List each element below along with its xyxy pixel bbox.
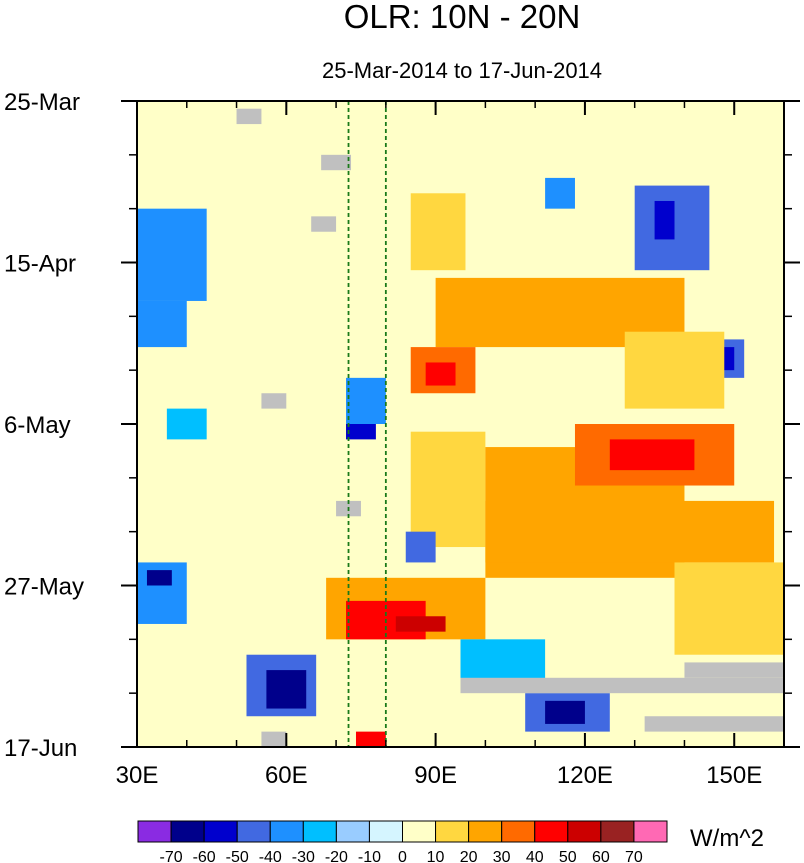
colorbar-label: 50	[559, 849, 577, 863]
colorbar-swatch	[501, 820, 536, 843]
missing-data-region	[311, 216, 337, 232]
y-tick-label: 6-May	[4, 412, 71, 439]
heatmap-region	[266, 670, 307, 709]
colorbar-label: -50	[226, 849, 249, 863]
heatmap-region	[545, 700, 585, 724]
colorbar-label: 20	[460, 849, 478, 863]
missing-data-region	[236, 108, 262, 125]
plot-axes: 30E 60E 90E 120E 150E 25-Mar 15-Apr 6-May 27-May…	[4, 89, 800, 789]
heatmap-region	[624, 331, 725, 409]
colorbar-swatch	[435, 820, 470, 843]
heatmap-region	[355, 731, 386, 747]
colorbar-label: -40	[259, 849, 282, 863]
colorbar-swatch	[567, 820, 602, 843]
heatmap-region	[545, 177, 575, 209]
colorbar-swatch	[468, 820, 503, 843]
heatmap-region	[654, 200, 675, 240]
x-tick-label: 60E	[265, 762, 308, 789]
missing-data-region	[644, 716, 784, 732]
heatmap-region	[137, 208, 207, 301]
missing-data-region	[684, 662, 784, 678]
missing-data-region	[321, 154, 352, 171]
colorbar-swatch	[137, 820, 172, 843]
colorbar-label: -60	[193, 849, 216, 863]
colorbar-units-label: W/m^2	[690, 825, 764, 852]
x-tick-label: 30E	[116, 762, 159, 789]
colorbar-label: -30	[292, 849, 315, 863]
heatmap-region	[346, 377, 386, 424]
chart-subtitle: 25-Mar-2014 to 17-Jun-2014	[322, 58, 602, 83]
heatmap-region	[346, 424, 376, 440]
colorbar-label: 30	[493, 849, 511, 863]
heatmap-cells	[137, 101, 784, 747]
heatmap-region	[137, 300, 187, 348]
colorbar-swatch	[335, 820, 370, 843]
colorbar-label: 0	[398, 849, 407, 863]
colorbar-swatch	[600, 820, 635, 843]
heatmap-region	[395, 616, 446, 632]
colorbar-label: -20	[325, 849, 348, 863]
x-tick-label: 150E	[706, 762, 762, 789]
heatmap-region	[146, 570, 172, 586]
colorbar-swatch	[633, 820, 668, 843]
y-tick-label: 17-Jun	[4, 735, 77, 762]
heatmap-region	[410, 193, 466, 271]
missing-data-region	[460, 677, 784, 694]
heatmap-region	[425, 362, 456, 386]
colorbar-swatch	[534, 820, 569, 843]
colorbar-label: -10	[358, 849, 381, 863]
colorbar-swatch	[302, 820, 337, 843]
colorbar-label: 40	[526, 849, 544, 863]
missing-data-region	[261, 393, 287, 409]
heatmap-region	[405, 531, 436, 563]
colorbar-label: 10	[427, 849, 445, 863]
heatmap-region	[485, 500, 775, 563]
colorbar-swatch	[236, 820, 271, 843]
x-tick-label: 120E	[557, 762, 613, 789]
y-tick-label: 27-May	[4, 574, 84, 601]
colorbar-swatch	[368, 820, 403, 843]
y-tick-label: 25-Mar	[4, 89, 80, 116]
colorbar: -70 -60 -50 -40 -30 -20 -10 0 10 20 30 40 50 60 70	[137, 820, 668, 863]
heatmap-region	[609, 439, 695, 471]
colorbar-label: 60	[592, 849, 610, 863]
colorbar-label: -70	[160, 849, 183, 863]
heatmap-region	[410, 431, 486, 548]
x-tick-label: 90E	[414, 762, 457, 789]
colorbar-swatch	[402, 820, 437, 843]
colorbar-swatch	[203, 820, 238, 843]
y-tick-label: 15-Apr	[4, 251, 76, 278]
heatmap-region	[674, 562, 784, 655]
colorbar-label: 70	[625, 849, 643, 863]
colorbar-swatch	[170, 820, 205, 843]
chart-title: OLR: 10N - 20N	[344, 0, 581, 35]
colorbar-swatch	[269, 820, 304, 843]
missing-data-region	[261, 731, 287, 747]
heatmap-region	[166, 408, 207, 440]
reference-lines	[347, 101, 387, 747]
